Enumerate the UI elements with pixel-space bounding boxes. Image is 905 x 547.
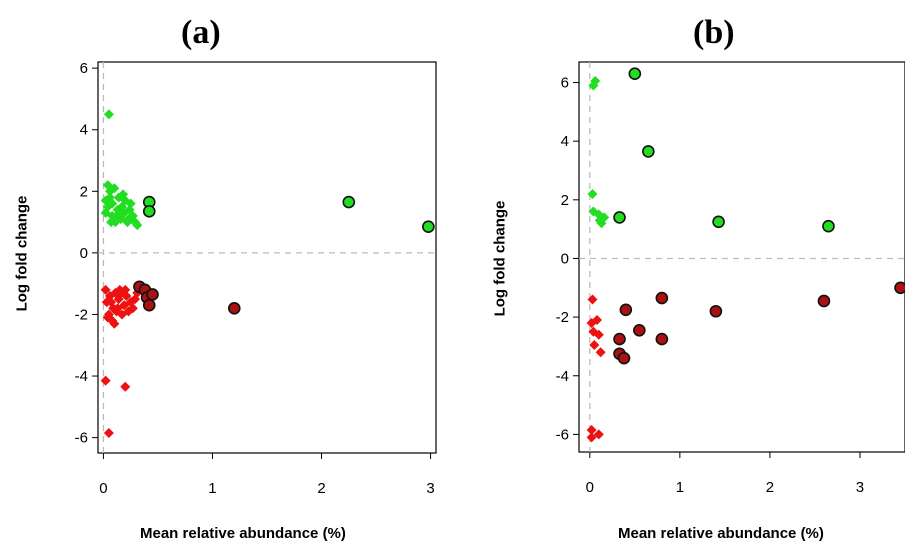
panel-a-point-diamond	[106, 297, 117, 308]
panel-b-point-circle	[712, 215, 725, 229]
panel-b-ytick-label: 4	[561, 133, 569, 150]
panel-b-point-circle	[613, 211, 626, 224]
panel-b-point-diamond	[592, 315, 603, 326]
panel-b-ytick-label: -2	[556, 309, 569, 326]
panel-b-title: (b)	[693, 14, 735, 51]
panel-b-point-circle	[894, 281, 905, 295]
panel-b-xtick-label: 0	[586, 479, 594, 496]
panel-b-point-circle	[709, 304, 723, 318]
panel-a-ytick-label: -2	[75, 306, 88, 323]
panel-b-ytick-label: -6	[556, 426, 569, 443]
panel-b-point-circle	[628, 67, 642, 81]
panel-b-plot-frame	[578, 61, 905, 453]
panel-b-ytick-label: 0	[561, 250, 569, 267]
panel-a-xtick-label: 1	[208, 480, 216, 497]
panel-b-point-circle	[613, 332, 626, 346]
panel-a-point-circle	[422, 220, 435, 234]
panel-b-ytick-label: 6	[561, 75, 569, 92]
panel-b-point-circle	[617, 351, 631, 365]
panel-a-point-diamond	[120, 284, 131, 295]
panel-a-point-diamond	[104, 192, 115, 203]
panel-a-point-diamond	[127, 303, 138, 314]
panel-b-point-diamond	[588, 80, 599, 91]
panel-b-point-diamond	[587, 294, 598, 305]
panel-a-point-diamond	[103, 427, 114, 438]
panel-a-ytick-label: 4	[80, 122, 88, 139]
panel-b-point-diamond	[594, 215, 605, 226]
panel-b-point-diamond	[595, 347, 606, 358]
panel-a-point-diamond	[125, 198, 136, 209]
panel-a-ytick-label: -4	[75, 368, 88, 385]
panel-b-point-diamond	[586, 425, 597, 436]
panel-b-xtick-label: 3	[856, 479, 864, 496]
panel-b-point-circle	[655, 332, 669, 346]
panel-a-point-diamond	[103, 109, 114, 120]
panel-b-point-circle	[619, 303, 633, 317]
panel-a-xtick-label: 0	[99, 480, 107, 497]
panel-a-title: (a)	[181, 14, 221, 51]
panel-b-point-circle	[817, 294, 831, 308]
panel-a-ytick-label: 0	[80, 245, 88, 262]
panel-a-point-diamond	[132, 220, 143, 231]
panel-b-xtick-label: 1	[676, 479, 684, 496]
panel-a-point-diamond	[123, 214, 134, 225]
panel-b-point-diamond	[587, 188, 598, 199]
panel-a-point-circle	[146, 288, 159, 301]
panel-a-xtick-label: 2	[317, 480, 325, 497]
panel-a-point-diamond	[102, 180, 113, 191]
panel-a-point-diamond	[100, 375, 111, 386]
panel-b-xlabel: Mean relative abundance (%)	[618, 525, 824, 542]
panel-a-xtick-label: 3	[426, 480, 434, 497]
panel-a-point-diamond	[112, 303, 123, 314]
panel-b-point-circle	[642, 145, 655, 158]
panel-b-ytick-label: 2	[561, 192, 569, 209]
panel-a-point-circle	[142, 205, 156, 218]
panel-a-point-diamond	[118, 189, 129, 200]
panel-a-point-diamond	[100, 284, 111, 295]
panel-b-point-diamond	[586, 432, 597, 443]
panel-a-ytick-label: -6	[75, 430, 88, 447]
panel-b-point-circle	[633, 324, 646, 337]
panel-a-point-circle	[227, 301, 241, 315]
panel-a-ytick-label: 6	[80, 60, 88, 77]
panel-a-point-diamond	[114, 207, 125, 218]
panel-a-point-circle	[342, 195, 356, 209]
panel-b-point-diamond	[593, 329, 604, 340]
panel-a-point-circle	[142, 298, 156, 312]
panel-a-ytick-label: 2	[80, 183, 88, 200]
panel-b-point-circle	[655, 291, 669, 305]
panel-a-point-diamond	[120, 381, 131, 392]
panel-a-plot-frame	[97, 61, 437, 454]
panel-a-point-diamond	[109, 318, 120, 329]
panel-b-point-diamond	[593, 429, 604, 440]
panel-b-point-circle	[822, 219, 835, 233]
panel-a-point-diamond	[106, 217, 117, 228]
panel-b-point-diamond	[589, 339, 600, 350]
panel-a-point-diamond	[102, 312, 113, 323]
panel-b-xtick-label: 2	[766, 479, 774, 496]
panel-b-ytick-label: -4	[556, 368, 569, 385]
panel-a-xlabel: Mean relative abundance (%)	[140, 525, 346, 542]
